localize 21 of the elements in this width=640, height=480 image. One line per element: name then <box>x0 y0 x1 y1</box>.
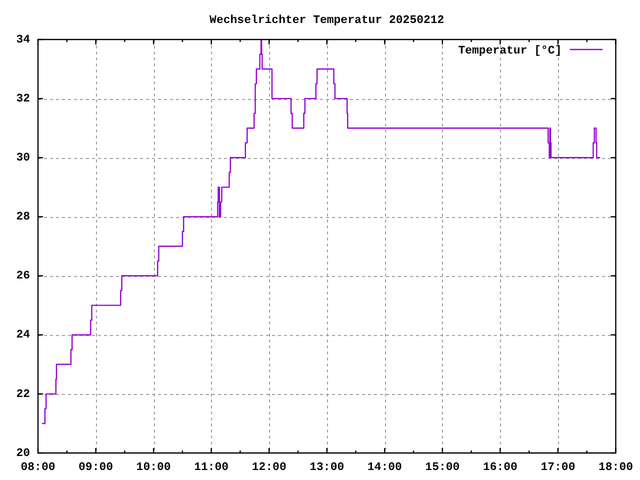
y-tick-label: 24 <box>16 328 30 342</box>
x-tick-label: 13:00 <box>310 460 344 474</box>
x-tick-label: 09:00 <box>78 460 114 474</box>
legend-label: Temperatur [°C] <box>458 44 562 58</box>
x-tick-label: 08:00 <box>20 460 56 474</box>
chart-title: Wechselrichter Temperatur 20250212 <box>210 14 444 27</box>
y-tick-label: 30 <box>16 152 30 165</box>
y-tick-label: 20 <box>16 446 30 460</box>
x-tick-label: 18:00 <box>598 460 634 474</box>
y-tick-label: 22 <box>16 388 30 401</box>
y-tick-label: 34 <box>16 33 30 46</box>
x-tick-label: 16:00 <box>482 460 518 474</box>
x-tick-label: 15:00 <box>425 460 460 474</box>
x-tick-label: 14:00 <box>367 460 402 474</box>
y-tick-label: 28 <box>16 210 30 224</box>
y-tick-label: 26 <box>16 270 30 283</box>
y-tick-label: 32 <box>16 92 30 106</box>
x-tick-label: 10:00 <box>136 460 171 474</box>
x-tick-label: 17:00 <box>540 460 576 474</box>
x-tick-label: 11:00 <box>194 460 229 474</box>
x-tick-label: 12:00 <box>252 460 286 474</box>
